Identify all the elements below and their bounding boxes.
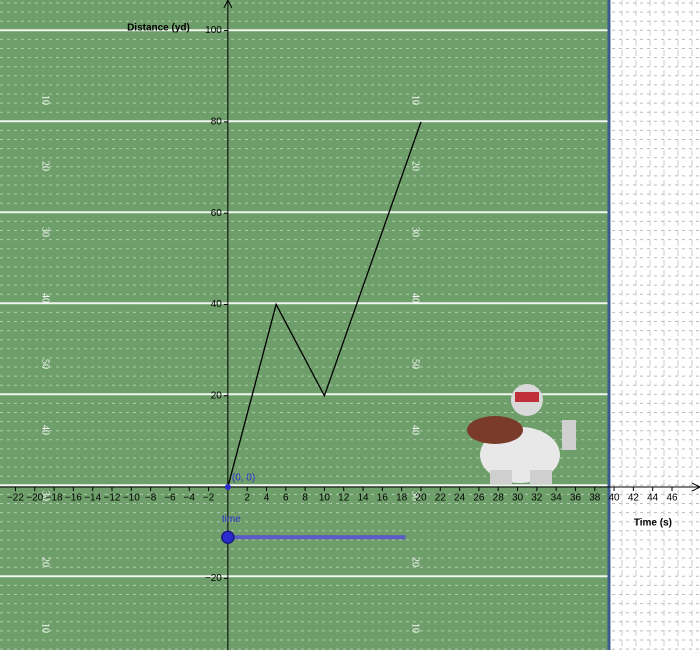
field: [0, 0, 610, 650]
x-tick-label: −20: [26, 493, 43, 504]
yard-number: 40: [410, 293, 421, 303]
yard-number: 10: [410, 95, 421, 105]
yard-number: 40: [40, 425, 51, 435]
yard-number: 10: [410, 623, 421, 633]
x-tick-label: 28: [493, 493, 505, 504]
x-tick-label: −12: [104, 493, 121, 504]
x-tick-label: 34: [551, 493, 563, 504]
x-tick-label: 40: [609, 493, 621, 504]
yard-number: 20: [410, 557, 421, 567]
y-tick-label: −20: [205, 573, 222, 584]
y-axis-title: Distance (yd): [127, 23, 190, 34]
y-tick-label: 100: [205, 25, 222, 36]
slider-handle[interactable]: [221, 530, 235, 545]
yard-number: 20: [40, 161, 51, 171]
y-tick-label: 40: [211, 299, 223, 310]
x-tick-label: −6: [164, 493, 176, 504]
distance-line: [227, 121, 422, 488]
robot: [467, 384, 576, 484]
x-tick-label: −2: [203, 493, 215, 504]
x-tick-label: 16: [377, 493, 389, 504]
x-tick-label: 36: [570, 493, 582, 504]
x-tick-label: 18: [396, 493, 408, 504]
yard-number: 20: [40, 557, 51, 567]
x-tick-label: 8: [302, 493, 308, 504]
x-tick-label: 4: [264, 493, 270, 504]
x-tick-label: 10: [319, 493, 331, 504]
yard-number: 10: [40, 623, 51, 633]
yard-number: 50: [410, 359, 421, 369]
yard-number: 40: [40, 293, 51, 303]
origin-point: [224, 484, 231, 491]
x-tick-label: −22: [7, 493, 24, 504]
x-tick-label: 6: [283, 493, 289, 504]
x-tick-label: −14: [84, 493, 101, 504]
x-tick-label: 20: [415, 493, 427, 504]
x-tick-label: 46: [666, 493, 678, 504]
yard-number: 30: [410, 227, 421, 237]
x-tick-label: 12: [338, 493, 350, 504]
origin-label: (0, 0): [232, 473, 255, 484]
x-tick-label: 22: [435, 493, 447, 504]
yard-number: 20: [410, 161, 421, 171]
x-tick-label: 44: [647, 493, 659, 504]
y-tick-label: 60: [211, 208, 223, 219]
y-axis-arrow: [223, 0, 233, 9]
yard-number: 50: [40, 359, 51, 369]
slider-label: time: [222, 514, 241, 525]
x-tick-label: −16: [65, 493, 82, 504]
x-tick-label: −8: [145, 493, 157, 504]
x-tick-label: −10: [123, 493, 140, 504]
x-tick-label: 2: [244, 493, 250, 504]
x-tick-label: 30: [512, 493, 524, 504]
x-axis-title: Time (s): [634, 518, 672, 529]
yard-number: 10: [40, 95, 51, 105]
x-tick-label: 24: [454, 493, 466, 504]
x-tick-label: 32: [531, 493, 543, 504]
x-tick-label: 38: [589, 493, 601, 504]
yard-number: 30: [40, 227, 51, 237]
x-tick-label: −18: [46, 493, 63, 504]
yard-number: 40: [410, 425, 421, 435]
x-axis-arrow: [691, 482, 700, 492]
x-tick-label: −4: [184, 493, 196, 504]
y-tick-label: 20: [211, 390, 223, 401]
sideline-area: [610, 0, 700, 650]
x-tick-label: 42: [628, 493, 640, 504]
x-tick-label: 26: [473, 493, 485, 504]
x-tick-label: 14: [357, 493, 369, 504]
y-tick-label: 80: [211, 117, 223, 128]
yard-number: 30: [410, 491, 421, 501]
yard-number: 30: [40, 491, 51, 501]
